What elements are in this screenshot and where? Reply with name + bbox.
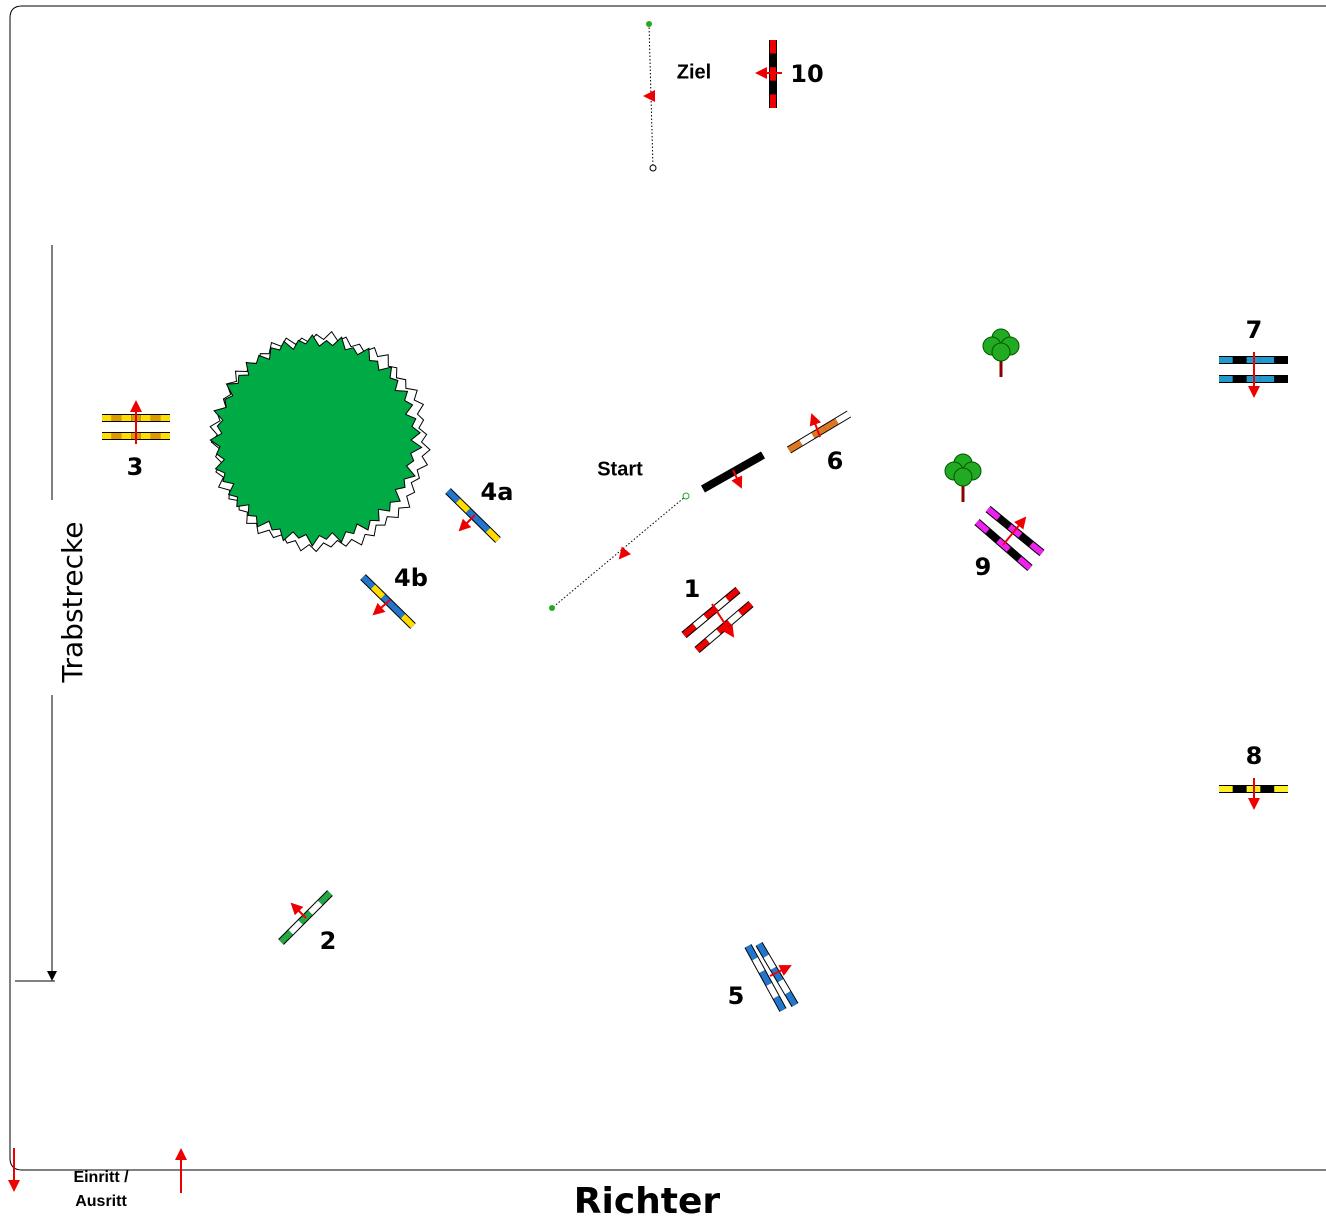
rail-segment	[682, 623, 697, 638]
entrance-label: Einritt /	[73, 1169, 129, 1186]
start-post	[549, 605, 555, 611]
rail-segment	[318, 890, 333, 905]
direction-arrow	[290, 902, 307, 919]
rail-segment	[725, 587, 740, 602]
direction-arrow	[809, 413, 822, 438]
rail-segment	[745, 944, 758, 961]
direction-arrow	[458, 514, 476, 532]
rail-segment	[278, 930, 293, 945]
rail-segment	[370, 584, 386, 599]
obstacle-number: 3	[127, 453, 144, 481]
rail-segment	[1018, 533, 1034, 547]
rail-segment	[738, 601, 753, 616]
obstacle-number: 9	[975, 553, 992, 581]
rail-segment	[766, 982, 779, 999]
obstacle-number: 2	[320, 927, 337, 955]
rail-segment	[308, 900, 323, 915]
rail-segment	[475, 518, 491, 533]
obstacle-number: 5	[728, 982, 745, 1010]
obstacles: 10 7 3 6 4a 4b 1 9 8 2 5	[102, 21, 1288, 1012]
direction-arrow	[618, 546, 632, 560]
rail-segment	[727, 610, 743, 625]
rail-segment	[390, 604, 406, 619]
rail-segment	[986, 506, 1001, 521]
rail-segment	[759, 970, 772, 986]
direction-arrow	[711, 603, 735, 638]
rail-segment	[996, 515, 1012, 529]
finish-post	[649, 164, 657, 172]
tree-crown	[991, 342, 1011, 362]
rail-segment	[785, 991, 798, 1007]
obstacle-number: 7	[1246, 316, 1263, 344]
start-line	[551, 495, 687, 609]
rail-segment	[485, 528, 501, 543]
start-post	[682, 492, 690, 500]
rail-segment	[985, 528, 1001, 543]
rail-segment	[756, 942, 769, 958]
start-label: Start	[597, 458, 643, 480]
rail-segment	[288, 920, 303, 935]
bush	[209, 334, 423, 547]
finish-post	[646, 21, 652, 27]
finish-label: Ziel	[677, 61, 711, 83]
rail-segment	[445, 488, 461, 503]
rail-segment	[778, 979, 791, 995]
rail-segment	[1006, 547, 1022, 562]
obstacle-number: 10	[790, 60, 823, 88]
finish-line	[648, 23, 654, 169]
rail-segment	[799, 433, 815, 446]
rail-segment	[787, 440, 803, 453]
entrance-label: Ausritt	[75, 1193, 127, 1210]
arena-border	[9, 5, 1326, 1171]
direction-arrow	[769, 965, 792, 977]
rail-segment	[465, 508, 481, 523]
rail-segment	[823, 418, 839, 431]
judge-label: Richter	[574, 1181, 721, 1222]
obstacle-number: 8	[1246, 742, 1263, 770]
obstacle-number: 4a	[481, 478, 514, 506]
rail-segment	[1017, 556, 1032, 571]
direction-arrow	[372, 599, 391, 616]
rail-segment	[455, 498, 471, 513]
direction-arrow	[731, 469, 743, 489]
rail-segment	[752, 957, 765, 974]
rail-segment	[773, 995, 786, 1012]
rail-segment	[770, 966, 784, 983]
obstacle-number: 1	[684, 575, 701, 603]
rail-segment	[692, 614, 708, 629]
rail-segment	[695, 638, 710, 653]
rail-segment	[714, 596, 730, 611]
rail-segment	[763, 954, 776, 970]
direction-arrow	[1002, 516, 1027, 546]
obstacle-number: 6	[827, 447, 844, 475]
trot-label: Trabstrecke	[56, 522, 89, 684]
tree-crown	[953, 467, 973, 487]
rail-segment	[1029, 541, 1044, 556]
obstacle-number: 4b	[394, 564, 428, 592]
rail-segment	[400, 614, 416, 629]
rail-segment	[360, 574, 376, 589]
rail-segment	[835, 411, 851, 424]
rail-segment	[705, 629, 721, 644]
rail-segment	[975, 519, 990, 534]
